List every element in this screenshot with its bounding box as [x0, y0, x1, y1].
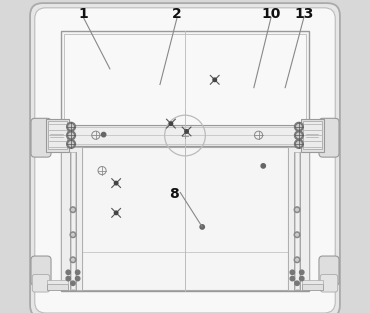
FancyBboxPatch shape [32, 275, 50, 292]
FancyBboxPatch shape [31, 256, 51, 285]
Bar [302, 284, 323, 290]
Circle shape [297, 142, 301, 146]
Text: 8: 8 [169, 187, 179, 201]
Circle shape [294, 207, 300, 213]
Circle shape [185, 130, 188, 133]
FancyBboxPatch shape [31, 118, 51, 157]
Bar [295, 152, 299, 289]
Circle shape [261, 164, 265, 168]
Circle shape [295, 281, 299, 285]
Circle shape [300, 270, 304, 275]
FancyBboxPatch shape [319, 118, 339, 157]
Circle shape [213, 78, 216, 82]
Circle shape [295, 131, 303, 140]
Circle shape [294, 257, 300, 263]
Circle shape [296, 259, 298, 261]
Circle shape [66, 270, 70, 275]
Bar [301, 119, 324, 152]
Bar [288, 147, 309, 290]
Circle shape [67, 131, 75, 140]
Circle shape [69, 125, 73, 129]
Text: 2: 2 [172, 7, 182, 21]
Bar [294, 152, 300, 290]
Circle shape [297, 125, 301, 129]
Circle shape [75, 270, 80, 275]
Circle shape [290, 270, 295, 275]
Circle shape [67, 140, 75, 148]
Text: 1: 1 [78, 7, 88, 21]
Bar [61, 125, 309, 146]
FancyBboxPatch shape [30, 3, 340, 313]
Circle shape [70, 207, 76, 213]
Circle shape [297, 133, 301, 138]
Circle shape [295, 122, 303, 131]
Circle shape [200, 225, 204, 229]
Bar [302, 280, 323, 284]
Circle shape [296, 233, 298, 236]
Text: 10: 10 [261, 7, 281, 21]
Bar [70, 152, 76, 290]
Circle shape [290, 276, 295, 281]
Circle shape [69, 133, 73, 138]
Circle shape [169, 122, 173, 126]
FancyBboxPatch shape [35, 8, 335, 313]
Circle shape [114, 211, 118, 215]
Bar [64, 34, 306, 288]
Circle shape [114, 181, 118, 185]
Bar [47, 280, 68, 284]
FancyBboxPatch shape [320, 275, 338, 292]
Text: 13: 13 [294, 7, 314, 21]
Bar [71, 152, 75, 289]
Bar [47, 284, 68, 290]
Circle shape [69, 142, 73, 146]
Circle shape [72, 259, 74, 261]
Circle shape [70, 232, 76, 238]
Circle shape [66, 276, 70, 281]
Bar [61, 31, 309, 291]
Circle shape [75, 276, 80, 281]
Bar [303, 121, 322, 149]
Circle shape [70, 257, 76, 263]
Circle shape [300, 276, 304, 281]
Circle shape [67, 122, 75, 131]
Bar [61, 147, 82, 290]
Bar [48, 121, 67, 149]
Circle shape [72, 208, 74, 211]
Bar [82, 147, 288, 290]
Circle shape [295, 140, 303, 148]
FancyBboxPatch shape [319, 256, 339, 285]
Bar [64, 127, 306, 144]
Circle shape [296, 208, 298, 211]
Circle shape [101, 132, 106, 137]
Circle shape [72, 233, 74, 236]
Bar [46, 119, 69, 152]
Circle shape [71, 281, 75, 285]
Circle shape [294, 232, 300, 238]
